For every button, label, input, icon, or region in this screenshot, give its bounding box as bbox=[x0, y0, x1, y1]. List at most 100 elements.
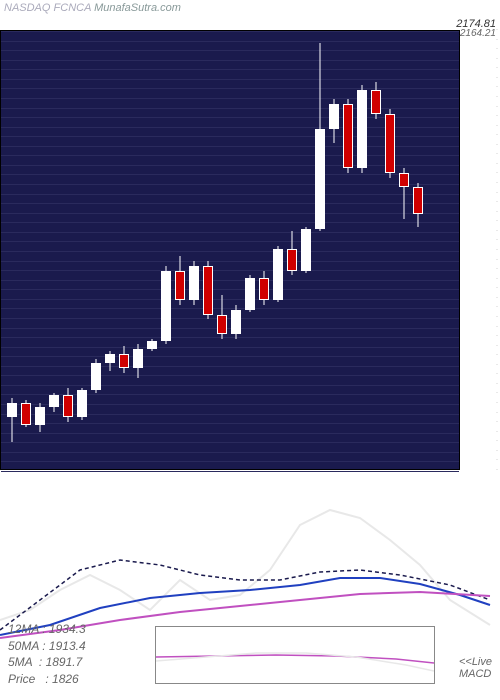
candle-body bbox=[147, 341, 157, 348]
gridline bbox=[1, 461, 459, 462]
gridline bbox=[1, 280, 459, 281]
candle-body bbox=[259, 278, 269, 300]
gridline bbox=[1, 69, 459, 70]
gridline bbox=[1, 318, 459, 319]
axis-tick: · bbox=[496, 371, 498, 377]
price-row: Price : 1826 bbox=[8, 671, 86, 688]
gridline bbox=[1, 385, 459, 386]
top-price-2: 2164.21 bbox=[460, 28, 496, 39]
candle bbox=[77, 388, 87, 420]
gridline bbox=[1, 299, 459, 300]
candle-body bbox=[231, 310, 241, 334]
ma5-row: 5MA : 1891.7 bbox=[8, 654, 86, 671]
indicator-line-dashed bbox=[0, 560, 490, 630]
axis-tick: · bbox=[496, 419, 498, 425]
axis-tick: · bbox=[496, 199, 498, 205]
axis-tick: · bbox=[496, 247, 498, 253]
candle bbox=[399, 168, 409, 219]
axis-tick: · bbox=[496, 333, 498, 339]
candle bbox=[385, 109, 395, 177]
candle bbox=[231, 305, 241, 339]
gridline bbox=[1, 184, 459, 185]
axis-tick: · bbox=[496, 104, 498, 110]
candle bbox=[301, 227, 311, 273]
candle-body bbox=[35, 407, 45, 424]
gridline bbox=[1, 50, 459, 51]
candle-body bbox=[273, 249, 283, 300]
candle bbox=[245, 275, 255, 312]
gridline bbox=[1, 88, 459, 89]
info-box: 12MA : 1934.3 50MA : 1913.4 5MA : 1891.7… bbox=[8, 621, 86, 688]
ma12-row: 12MA : 1934.3 bbox=[8, 621, 86, 638]
gridline bbox=[1, 241, 459, 242]
candle-body bbox=[245, 278, 255, 310]
candle-body bbox=[119, 354, 129, 369]
axis-tick: · bbox=[496, 142, 498, 148]
axis-tick: · bbox=[496, 94, 498, 100]
axis-tick: · bbox=[496, 228, 498, 234]
axis-tick: · bbox=[496, 65, 498, 71]
axis-tick: · bbox=[496, 257, 498, 263]
gridline bbox=[1, 41, 459, 42]
gridline bbox=[1, 194, 459, 195]
axis-tick: · bbox=[496, 132, 498, 138]
gridline bbox=[1, 98, 459, 99]
candle-body bbox=[343, 104, 353, 168]
gridline bbox=[1, 232, 459, 233]
candle bbox=[371, 82, 381, 119]
gridline bbox=[1, 203, 459, 204]
axis-tick: · bbox=[496, 381, 498, 387]
gridline bbox=[1, 452, 459, 453]
gridline bbox=[1, 270, 459, 271]
candle-body bbox=[329, 104, 339, 128]
axis-tick: · bbox=[496, 113, 498, 119]
axis-tick: · bbox=[496, 314, 498, 320]
candle-body bbox=[49, 395, 59, 407]
candle bbox=[161, 266, 171, 344]
candle bbox=[147, 339, 157, 351]
indicator-line-signal bbox=[0, 510, 490, 625]
axis-tick: · bbox=[496, 285, 498, 291]
axis-tick: · bbox=[496, 56, 498, 62]
axis-tick: · bbox=[496, 390, 498, 396]
candle-body bbox=[399, 173, 409, 188]
chart-container: NASDAQ FCNCA MunafaSutra.com 2174.81 216… bbox=[0, 0, 500, 700]
gridline bbox=[1, 31, 459, 32]
gridline bbox=[1, 442, 459, 443]
axis-tick: · bbox=[496, 362, 498, 368]
macd-inset bbox=[155, 626, 435, 684]
axis-tick: · bbox=[496, 467, 498, 473]
candle-body bbox=[133, 349, 143, 369]
axis-tick: · bbox=[496, 237, 498, 243]
candle bbox=[7, 398, 17, 442]
axis-tick: · bbox=[496, 276, 498, 282]
axis-tick: · bbox=[496, 266, 498, 272]
axis-tick: · bbox=[496, 343, 498, 349]
macd-line-m1 bbox=[156, 655, 434, 663]
macd-label: <<Live MACD bbox=[459, 656, 492, 680]
gridline bbox=[1, 289, 459, 290]
candlestick-chart[interactable] bbox=[0, 30, 460, 470]
axis-tick: · bbox=[496, 295, 498, 301]
candle-body bbox=[21, 403, 31, 425]
axis-tick: · bbox=[496, 410, 498, 416]
candle bbox=[105, 351, 115, 371]
candle-body bbox=[91, 363, 101, 390]
axis-tick: · bbox=[496, 324, 498, 330]
candle bbox=[287, 231, 297, 275]
macd-svg bbox=[156, 627, 434, 683]
site-label: MunafaSutra.com bbox=[94, 2, 181, 14]
axis-tick: · bbox=[496, 218, 498, 224]
gridline bbox=[1, 308, 459, 309]
candle bbox=[357, 85, 367, 173]
candle-body bbox=[77, 390, 87, 417]
axis-tick: · bbox=[496, 151, 498, 157]
candle-body bbox=[301, 229, 311, 271]
candle bbox=[329, 99, 339, 143]
gridline bbox=[1, 356, 459, 357]
axis-tick: · bbox=[496, 190, 498, 196]
candle bbox=[259, 271, 269, 305]
axis-tick: · bbox=[496, 123, 498, 129]
ma50-row: 50MA : 1913.4 bbox=[8, 638, 86, 655]
candle-body bbox=[175, 271, 185, 300]
